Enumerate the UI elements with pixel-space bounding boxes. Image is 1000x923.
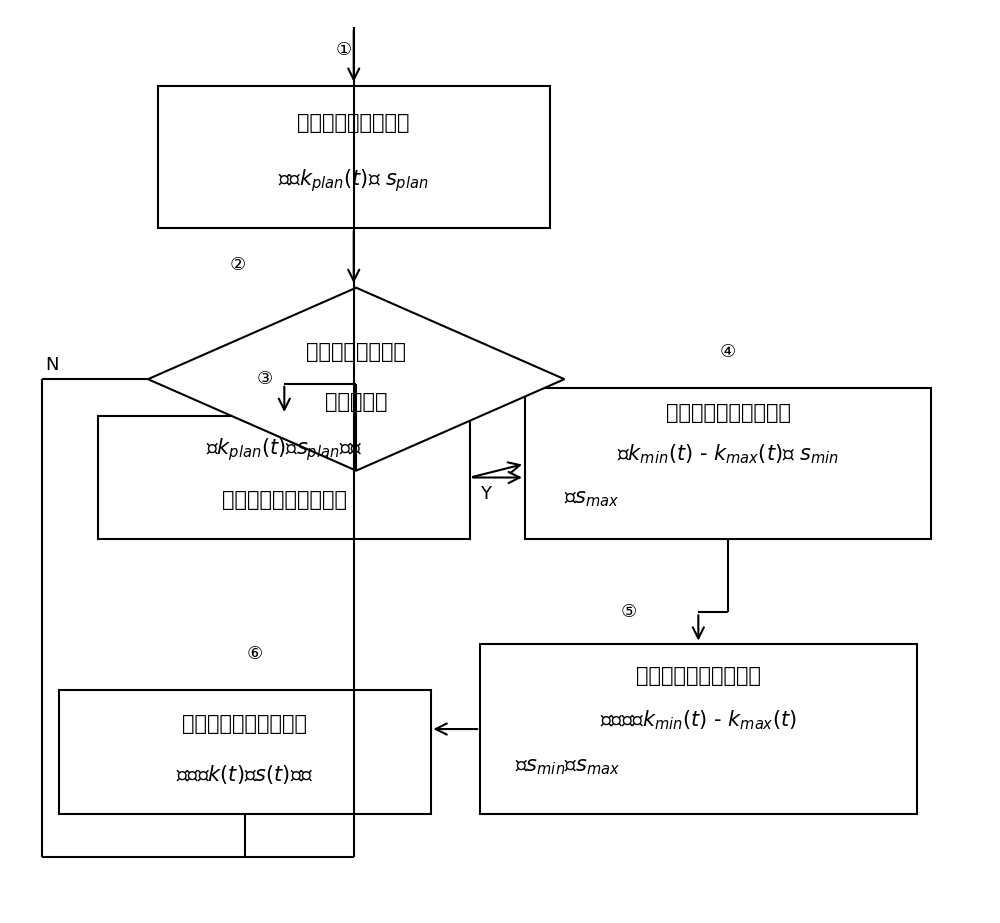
Text: 将$k_{plan}(t)$和$s_{plan}$上报: 将$k_{plan}(t)$和$s_{plan}$上报 (206, 437, 363, 463)
Text: ⑤: ⑤ (621, 604, 637, 621)
Text: ②: ② (229, 256, 245, 274)
Text: ①: ① (336, 41, 352, 59)
Text: N: N (45, 356, 59, 375)
Text: 执行对$k(t)$和$s(t)$控制: 执行对$k(t)$和$s(t)$控制 (176, 763, 313, 786)
Text: 区域配电网调度系统制: 区域配电网调度系统制 (666, 403, 791, 424)
Text: 定$k_{min}(t)$ - $k_{max}(t)$和 $s_{min}$: 定$k_{min}(t)$ - $k_{max}(t)$和 $s_{min}$ (617, 443, 839, 466)
Text: 给区域配电网调度系统: 给区域配电网调度系统 (222, 490, 347, 510)
Text: 、$s_{max}$: 、$s_{max}$ (564, 488, 620, 509)
Text: 和$s_{min}$、$s_{max}$: 和$s_{min}$、$s_{max}$ (515, 758, 620, 777)
Bar (525, 389, 931, 539)
Text: ⑥: ⑥ (246, 644, 263, 663)
Text: 收返回的$k_{min}(t)$ - $k_{max}(t)$: 收返回的$k_{min}(t)$ - $k_{max}(t)$ (600, 708, 797, 732)
Text: 微电网能量管理系统: 微电网能量管理系统 (297, 113, 410, 133)
Text: 是否与区域配电网: 是否与区域配电网 (306, 342, 406, 362)
Text: ④: ④ (720, 342, 736, 361)
Bar (158, 87, 550, 228)
Text: Y: Y (480, 485, 491, 502)
Text: 微电网控制器根据指令: 微电网控制器根据指令 (182, 714, 307, 735)
Bar (59, 690, 431, 814)
Bar (480, 644, 916, 814)
Text: 协调互动？: 协调互动？ (325, 392, 387, 412)
Bar (98, 415, 470, 539)
Polygon shape (148, 288, 564, 471)
Text: ③: ③ (256, 370, 273, 389)
Text: 微电网能量管理系统接: 微电网能量管理系统接 (636, 666, 761, 686)
Text: 制定$k_{plan}(t)$和 $s_{plan}$: 制定$k_{plan}(t)$和 $s_{plan}$ (278, 167, 429, 194)
